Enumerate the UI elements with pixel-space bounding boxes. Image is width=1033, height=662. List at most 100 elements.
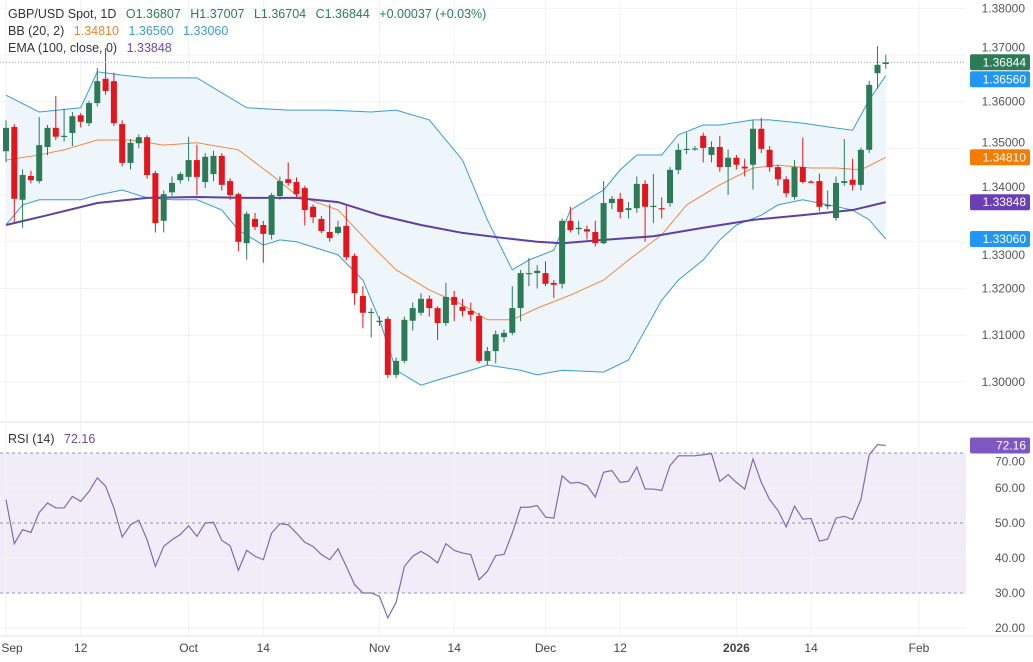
candle	[492, 330, 499, 364]
ema-label: EMA (100, close, 0)	[8, 41, 118, 55]
rsi-value: 72.16	[64, 432, 96, 446]
candle-body	[177, 174, 184, 181]
candle-body	[285, 179, 292, 183]
candle	[276, 176, 283, 200]
candle	[633, 176, 640, 213]
candle-body	[600, 203, 607, 244]
candle-body	[152, 173, 159, 224]
candle	[335, 220, 341, 235]
price-tag-label: 1.36844	[983, 55, 1027, 69]
candle	[301, 185, 308, 226]
candle	[210, 150, 217, 182]
candle	[401, 316, 408, 364]
candle	[110, 72, 117, 126]
candle	[808, 180, 815, 184]
candle	[882, 54, 889, 69]
x-tick-label: Feb	[909, 641, 930, 655]
candle	[160, 190, 167, 233]
candle-body	[359, 295, 366, 313]
candle-body	[27, 175, 34, 181]
rsi-tick-label: 40.00	[995, 551, 1025, 565]
candle-body	[824, 204, 831, 207]
price-tag-label: 1.34810	[983, 150, 1027, 164]
candle	[202, 153, 209, 189]
candle-body	[882, 62, 889, 65]
change-value: +0.00037 (+0.03%)	[379, 7, 487, 21]
candle-body	[409, 308, 416, 321]
candle	[359, 286, 366, 329]
candle	[434, 306, 441, 340]
candle-body	[310, 206, 317, 218]
price-tick-label: 1.31000	[982, 328, 1026, 342]
candle-body	[451, 296, 458, 305]
x-tick-label: Nov	[369, 641, 390, 655]
candle-body	[783, 179, 790, 194]
x-tick-label: 12	[74, 641, 88, 655]
candle-body	[135, 137, 142, 144]
candle-body	[542, 273, 549, 284]
candle-body	[857, 149, 864, 185]
candle	[675, 143, 682, 175]
candle	[235, 192, 242, 252]
candle-body	[866, 84, 873, 150]
candle-body	[808, 181, 815, 183]
candle	[592, 220, 599, 247]
candle-body	[559, 220, 566, 284]
candle-body	[849, 179, 856, 185]
candle-body	[658, 208, 665, 210]
candle	[227, 178, 234, 200]
candle-body	[44, 127, 51, 147]
candle	[19, 169, 26, 228]
x-tick-label: Dec	[535, 641, 556, 655]
candle-body	[725, 157, 732, 168]
open-value: O1.36807	[125, 7, 181, 21]
x-tick-label: 14	[448, 641, 462, 655]
candle-body	[758, 128, 765, 149]
candle-body	[550, 282, 557, 285]
candle-body	[841, 181, 848, 183]
price-tick-label: 1.35000	[982, 135, 1026, 149]
candle	[69, 111, 76, 147]
rsi-value-tag	[970, 437, 1030, 454]
candle	[127, 139, 134, 170]
candle-body	[509, 308, 516, 333]
candle-body	[11, 126, 18, 199]
candle	[741, 158, 748, 177]
candle	[683, 132, 690, 155]
candle-body	[642, 183, 649, 207]
candle-body	[169, 182, 175, 193]
candle	[61, 108, 68, 142]
candle	[617, 192, 624, 219]
candle	[467, 302, 474, 322]
candle-body	[368, 311, 375, 314]
candle	[501, 329, 507, 343]
candle	[658, 197, 665, 219]
candle	[94, 68, 101, 107]
candle-body	[69, 116, 76, 133]
candle-body	[592, 231, 599, 244]
candle	[343, 205, 350, 261]
candle-body	[442, 296, 449, 324]
candle	[874, 46, 881, 89]
candle	[857, 147, 864, 191]
candle	[517, 269, 524, 322]
candle	[185, 136, 192, 182]
candle-body	[733, 157, 740, 165]
price-tick-label: 1.37000	[982, 40, 1026, 54]
candle	[376, 316, 383, 326]
candle	[534, 265, 541, 289]
candle-body	[667, 169, 673, 204]
rsi-tick-label: 50.00	[995, 516, 1025, 530]
price-tag-label: 1.36560	[983, 72, 1027, 86]
candle	[799, 137, 806, 184]
candle-body	[625, 208, 632, 211]
bb-mid-value: 1.34810	[73, 24, 119, 38]
candle	[243, 211, 250, 260]
candle-body	[343, 225, 350, 258]
candle	[584, 225, 590, 240]
candle	[849, 158, 856, 191]
candle	[791, 160, 798, 200]
candle	[102, 47, 109, 95]
candle-body	[52, 127, 59, 137]
